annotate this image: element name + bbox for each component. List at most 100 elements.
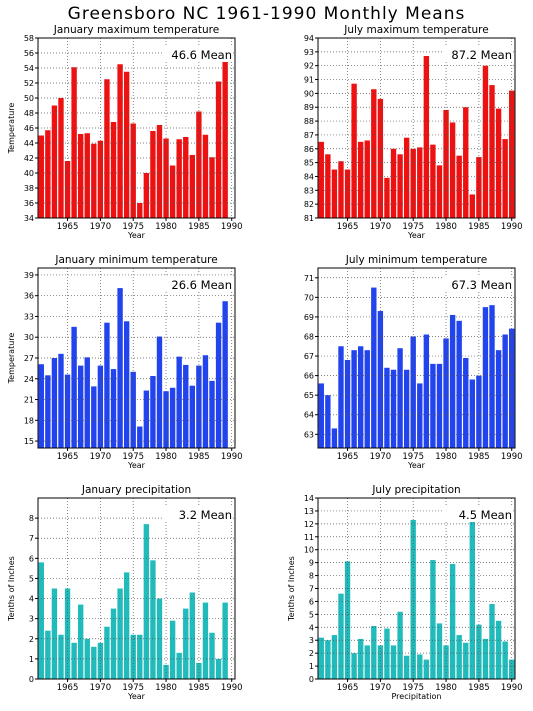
y-tick-label: 46 xyxy=(24,124,34,133)
y-tick-label: 66 xyxy=(304,372,314,381)
x-tick-label: 1975 xyxy=(402,452,424,462)
y-tick-label: 50 xyxy=(24,94,34,103)
y-tick-label: 5 xyxy=(29,574,34,583)
bar-1961 xyxy=(318,383,324,448)
x-tick-label: 1990 xyxy=(501,452,523,462)
x-tick-label: 1965 xyxy=(337,452,359,462)
bar-1962 xyxy=(45,630,51,679)
x-tick-label: 1975 xyxy=(122,452,144,462)
bar-1961 xyxy=(318,637,324,679)
bar-1965 xyxy=(64,374,71,448)
chart-1: January maximum temperature 34 36 38 40 42 44 4… xyxy=(7,24,243,240)
y-tick-label: 7 xyxy=(309,585,314,594)
bar-1988 xyxy=(215,322,222,448)
bar-1977 xyxy=(423,334,430,448)
bar-1986 xyxy=(482,638,489,679)
x-tick-label: 1980 xyxy=(435,683,457,693)
bar-1985 xyxy=(196,662,202,679)
x-tick-label: 1980 xyxy=(155,222,177,232)
y-axis-label: Temperature xyxy=(7,103,16,155)
bar-1961 xyxy=(318,141,324,218)
y-tick-label: 2 xyxy=(29,635,34,644)
chart-3: January minimum temperature 15 18 21 24 27 30 3… xyxy=(7,254,243,470)
y-tick-label: 58 xyxy=(24,34,34,43)
chart-title: January minimum temperature xyxy=(54,254,217,266)
y-tick-label: 3 xyxy=(309,636,314,645)
bar-1987 xyxy=(489,305,495,448)
x-tick-label: 1990 xyxy=(501,683,523,693)
y-tick-label: 86 xyxy=(304,145,314,154)
bar-1986 xyxy=(482,65,489,218)
bar-1964 xyxy=(58,634,64,679)
bar-1973 xyxy=(117,288,123,448)
bar-1961 xyxy=(38,562,44,679)
bar-1962 xyxy=(45,130,51,218)
bar-1983 xyxy=(463,358,469,448)
mean-label: 26.6 Mean xyxy=(171,278,232,292)
y-tick-label: 8 xyxy=(309,572,314,581)
y-tick-label: 4 xyxy=(309,623,314,632)
bar-1989 xyxy=(222,602,228,679)
bar-1966 xyxy=(351,350,357,448)
bar-1963 xyxy=(331,635,338,679)
x-tick-label: 1975 xyxy=(122,222,144,232)
x-tick-label: 1970 xyxy=(90,222,112,232)
bar-1976 xyxy=(137,426,143,448)
bar-1990 xyxy=(509,90,515,218)
bar-1972 xyxy=(390,369,397,448)
bar-1966 xyxy=(71,326,77,448)
y-tick-label: 90 xyxy=(304,89,314,98)
x-tick-label: 1970 xyxy=(90,683,112,693)
y-tick-label: 93 xyxy=(304,48,314,57)
chart-title: July precipitation xyxy=(371,484,460,496)
bar-1976 xyxy=(417,654,423,679)
x-tick-label: 1980 xyxy=(435,452,457,462)
bar-1969 xyxy=(371,625,377,679)
x-tick-label: 1970 xyxy=(90,452,112,462)
bar-1976 xyxy=(417,383,423,448)
bar-1980 xyxy=(163,664,169,679)
chart-title: July maximum temperature xyxy=(343,24,488,36)
bar-1989 xyxy=(222,301,228,448)
bar-1966 xyxy=(71,67,77,218)
bar-1973 xyxy=(117,64,123,218)
plot-frame xyxy=(37,497,236,680)
bar-1984 xyxy=(189,155,195,218)
bar-1967 xyxy=(357,346,364,448)
y-tick-label: 94 xyxy=(304,34,314,43)
x-tick-label: 1965 xyxy=(57,222,79,232)
bar-1981 xyxy=(169,165,176,218)
y-tick-label: 30 xyxy=(24,333,34,342)
chart-title: January maximum temperature xyxy=(53,24,219,36)
bar-1981 xyxy=(449,563,456,679)
bar-1967 xyxy=(357,141,364,218)
bar-1977 xyxy=(143,524,150,679)
y-tick-label: 12 xyxy=(304,520,314,529)
x-tick-label: 1980 xyxy=(155,452,177,462)
bar-1962 xyxy=(325,395,331,448)
bar-1965 xyxy=(344,561,351,679)
bar-1961 xyxy=(38,135,44,218)
bar-1968 xyxy=(84,357,90,448)
bar-1963 xyxy=(51,105,58,218)
mean-label-bg xyxy=(443,46,513,62)
bar-1984 xyxy=(189,385,195,448)
bar-1987 xyxy=(489,85,495,218)
x-tick-label: 1965 xyxy=(337,222,359,232)
bar-1963 xyxy=(51,358,58,448)
mean-label-bg xyxy=(163,46,233,62)
y-axis-label: Tenths of Inches xyxy=(287,556,296,622)
x-tick-label: 1970 xyxy=(370,452,392,462)
bar-1978 xyxy=(430,363,436,448)
x-tick-label: 1985 xyxy=(188,683,210,693)
bar-1983 xyxy=(183,608,189,679)
y-tick-label: 9 xyxy=(309,559,314,568)
bar-1968 xyxy=(84,133,90,218)
mean-label: 3.2 Mean xyxy=(179,508,232,522)
bar-1978 xyxy=(430,560,436,679)
x-tick-label: 1985 xyxy=(468,452,490,462)
y-tick-label: 92 xyxy=(304,62,314,71)
bar-1963 xyxy=(331,169,338,218)
chart-6: July precipitation0123456789101112131419… xyxy=(287,484,523,701)
mean-label: 67.3 Mean xyxy=(451,278,512,292)
